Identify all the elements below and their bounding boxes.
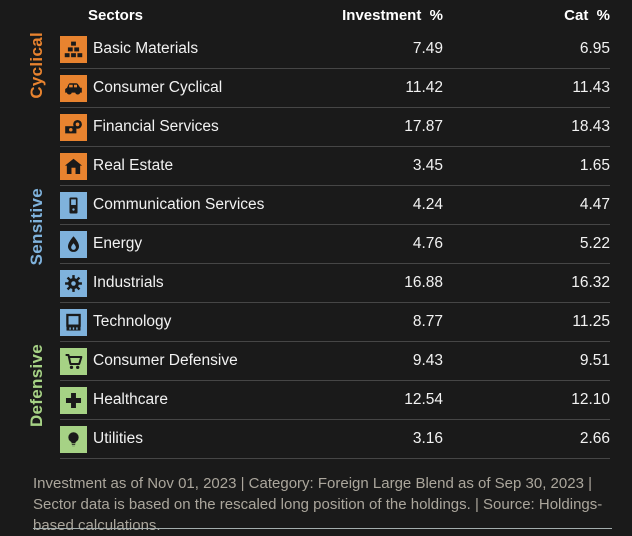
category-value: 11.25	[572, 313, 610, 330]
sector-name: Communication Services	[93, 196, 265, 213]
investment-value: 3.45	[412, 157, 443, 174]
sector-name: Healthcare	[93, 391, 168, 408]
sector-name: Utilities	[93, 430, 143, 447]
sector-name: Real Estate	[93, 157, 174, 174]
category-value: 1.65	[579, 157, 610, 174]
sector-name: Industrials	[93, 274, 164, 291]
table-row: Basic Materials 7.49 6.95	[60, 30, 610, 69]
sector-group: Defensive Consumer Defensive 9.43 9.51 H…	[0, 342, 632, 459]
table-row: Financial Services 17.87 18.43	[60, 108, 610, 147]
table-row: Consumer Cyclical 11.42 11.43	[60, 69, 610, 108]
column-header-category: Cat %	[564, 6, 610, 24]
footnote-text: Investment as of Nov 01, 2023 | Category…	[33, 475, 603, 534]
category-value: 4.47	[579, 196, 610, 213]
group-rows: Basic Materials 7.49 6.95 Consumer Cycli…	[60, 30, 632, 186]
group-label: Cyclical	[27, 32, 46, 99]
sector-group: Cyclical Basic Materials 7.49 6.95 Consu…	[0, 30, 632, 186]
table-row: Healthcare 12.54 12.10	[60, 381, 610, 420]
table-row: Energy 4.76 5.22	[60, 225, 610, 264]
investment-value: 12.54	[404, 391, 443, 408]
column-header-sectors: Sectors	[88, 6, 144, 24]
investment-value: 16.88	[404, 274, 443, 291]
table-row: Utilities 3.16 2.66	[60, 420, 610, 459]
column-header-investment: Investment %	[342, 6, 443, 24]
energy-icon	[60, 230, 87, 258]
technology-icon	[60, 308, 87, 336]
financial-services-icon	[60, 113, 87, 141]
investment-value: 8.77	[412, 313, 443, 330]
utilities-icon	[60, 425, 87, 453]
category-value: 18.43	[571, 118, 610, 135]
category-value: 2.66	[579, 430, 610, 447]
sector-name: Consumer Defensive	[93, 352, 238, 369]
table-row: Communication Services 4.24 4.47	[60, 186, 610, 225]
sector-name: Basic Materials	[93, 40, 199, 57]
sector-name: Energy	[93, 235, 143, 252]
table-header-row: Sectors Investment % Cat %	[0, 0, 632, 30]
sector-name: Technology	[93, 313, 172, 330]
communication-services-icon	[60, 191, 87, 219]
investment-value: 3.16	[412, 430, 443, 447]
sector-group: Sensitive Communication Services 4.24 4.…	[0, 186, 632, 342]
industrials-icon	[60, 269, 87, 297]
sector-name: Financial Services	[93, 118, 219, 135]
healthcare-icon	[60, 386, 87, 414]
table-row: Technology 8.77 11.25	[60, 303, 610, 342]
group-rows: Communication Services 4.24 4.47 Energy …	[60, 186, 632, 342]
category-value: 11.43	[572, 79, 610, 96]
basic-materials-icon	[60, 35, 87, 63]
table-row: Industrials 16.88 16.32	[60, 264, 610, 303]
category-value: 9.51	[579, 352, 610, 369]
group-rows: Consumer Defensive 9.43 9.51 Healthcare …	[60, 342, 632, 459]
real-estate-icon	[60, 152, 87, 180]
category-value: 5.22	[579, 235, 610, 252]
table-row: Consumer Defensive 9.43 9.51	[60, 342, 610, 381]
table-row: Real Estate 3.45 1.65	[60, 147, 610, 186]
category-value: 16.32	[571, 274, 610, 291]
category-value: 12.10	[571, 391, 610, 408]
table-body: Cyclical Basic Materials 7.49 6.95 Consu…	[0, 30, 632, 459]
investment-value: 7.49	[412, 40, 443, 57]
footer-divider	[33, 528, 612, 529]
sector-name: Consumer Cyclical	[93, 79, 223, 96]
investment-value: 9.43	[412, 352, 443, 369]
consumer-cyclical-icon	[60, 74, 87, 102]
investment-value: 11.42	[405, 79, 443, 96]
group-label: Sensitive	[27, 188, 46, 266]
investment-value: 4.24	[412, 196, 443, 213]
category-value: 6.95	[579, 40, 610, 57]
investment-value: 4.76	[412, 235, 443, 252]
consumer-defensive-icon	[60, 347, 87, 375]
investment-value: 17.87	[404, 118, 443, 135]
group-label: Defensive	[27, 344, 46, 428]
